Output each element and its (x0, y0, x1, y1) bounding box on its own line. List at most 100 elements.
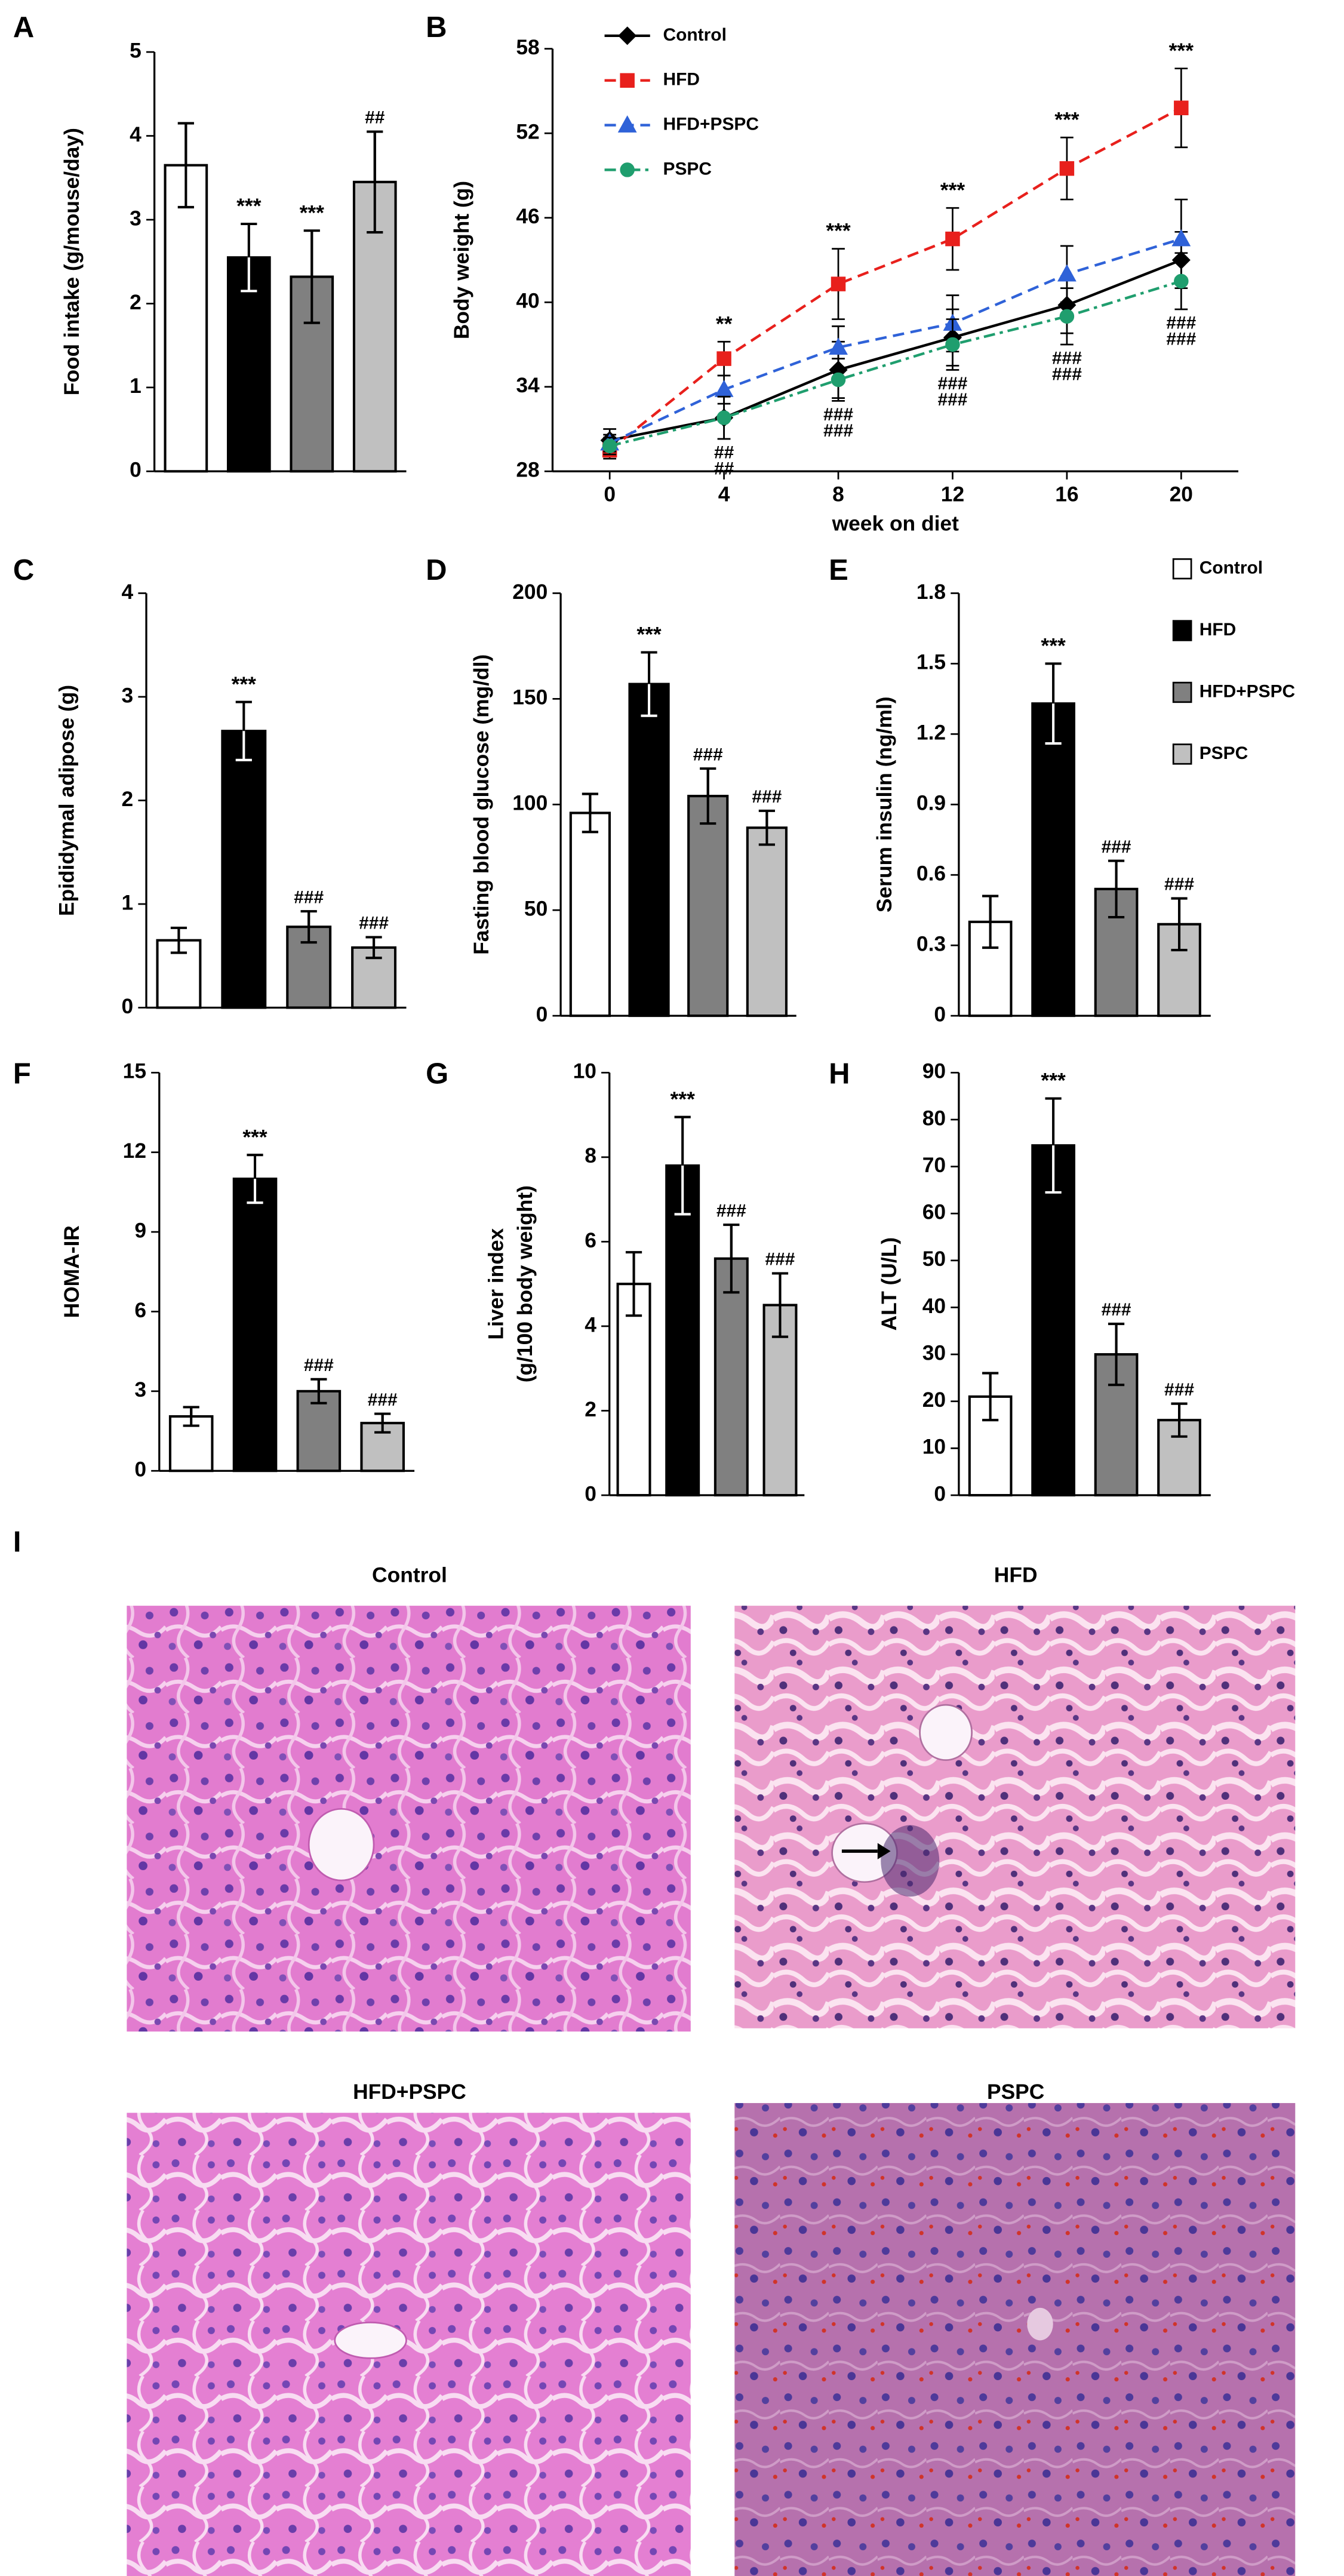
error-bar (1045, 1097, 1062, 1194)
y-tick-label: 4 (130, 123, 142, 146)
y-tick-label: 2 (585, 1398, 596, 1421)
legend-label: Control (663, 25, 727, 45)
legend-label: PSPC (663, 159, 712, 179)
x-tick-label: 20 (1170, 482, 1193, 506)
significance: ### (752, 787, 782, 807)
y-tick-label: 20 (922, 1388, 946, 1412)
y-tick-label: 10 (573, 1060, 596, 1083)
x-tick-label: 8 (832, 482, 844, 506)
panel-label: I (13, 1526, 21, 1558)
bar (221, 730, 267, 1009)
marker (829, 337, 848, 355)
marker (1057, 264, 1077, 282)
significance: ### (716, 1201, 746, 1221)
y-tick-label: 1 (130, 374, 142, 398)
significance: ### (359, 914, 389, 933)
y-tick-label: 3 (134, 1378, 146, 1401)
micrograph (127, 1606, 691, 2032)
y-tick-label: 0 (934, 1482, 946, 1505)
y-axis-label: ALT (U/L) (878, 1237, 901, 1331)
y-tick-label: 12 (123, 1139, 146, 1163)
significance: ### (1052, 348, 1082, 368)
significance: *** (826, 220, 851, 243)
significance: ### (693, 745, 723, 764)
x-tick-label: 4 (718, 482, 730, 506)
vein (919, 1704, 973, 1762)
significance: *** (1041, 635, 1066, 658)
y-tick-label: 90 (922, 1060, 946, 1083)
legend-label: HFD (1200, 620, 1236, 640)
significance: ### (368, 1390, 398, 1410)
panel-label: H (829, 1058, 850, 1090)
chart: D Fasting blood glucose (mg/dl) 0 50 100 150 2… (426, 554, 796, 1026)
significance: ### (294, 887, 324, 907)
chart: G Liver index (g/100 body weight) 0 2 4 6 8 10 **… (426, 1058, 805, 1505)
bar (164, 164, 208, 473)
y-tick-label: 50 (922, 1247, 946, 1271)
marker (716, 410, 731, 425)
chart: C Epididymal adipose (g) 0 1 2 3 4 *** ### ### (13, 554, 407, 1018)
bar (628, 683, 670, 1018)
y-tick-label: 0 (536, 1003, 548, 1026)
significance: *** (236, 195, 262, 218)
micrograph (734, 1606, 1296, 2028)
y-tick-label: 8 (585, 1144, 596, 1167)
significance: *** (940, 179, 965, 202)
marker (620, 73, 635, 88)
y-tick-label: 28 (516, 459, 539, 482)
error-bar (170, 926, 187, 954)
significance: ### (1102, 1300, 1131, 1320)
bar (665, 1164, 700, 1497)
y-axis-label: Food intake (g/mouse/day) (60, 128, 84, 395)
y-tick-label: 2 (122, 788, 134, 811)
vein (1027, 2307, 1053, 2341)
marker (1174, 273, 1189, 289)
y-tick-label: 100 (512, 792, 548, 815)
error-bar (758, 809, 775, 846)
y-tick-label: 9 (134, 1219, 146, 1242)
marker (831, 276, 846, 291)
y-tick-label: 0 (934, 1003, 946, 1026)
vein (307, 1807, 375, 1882)
legend-swatch (1172, 558, 1192, 580)
y-tick-label: 5 (130, 39, 142, 62)
significance: ### (1166, 313, 1196, 333)
y-tick-label: 0.6 (916, 862, 946, 886)
group-legend: Control HFD HFD+PSPC PSPC (1172, 558, 1295, 765)
y-tick-label: 2 (130, 291, 142, 314)
chart: H ALT (U/L) 0 10 20 30 40 50 60 70 80 90 *** ### ### (829, 1058, 1211, 1505)
error-bar (582, 792, 598, 834)
y-tick-label: 58 (516, 36, 539, 59)
y-tick-label: 4 (122, 580, 134, 604)
error-bar (771, 1272, 789, 1338)
y-tick-label: 0.9 (916, 792, 946, 815)
y-tick-label: 1.8 (916, 580, 946, 604)
y-tick-label: 40 (516, 290, 539, 313)
error-bar (241, 222, 257, 293)
panel-label: E (829, 554, 848, 586)
y-tick-label: 1 (122, 891, 134, 914)
bar (616, 1283, 651, 1497)
y-tick-label: 10 (922, 1435, 946, 1459)
image-title: HFD (994, 1563, 1038, 1587)
panel-label: C (13, 554, 34, 586)
panel-label: D (426, 554, 447, 586)
marker (1059, 161, 1075, 176)
error-bar (1171, 897, 1188, 952)
y-axis-label: Body weight (g) (450, 181, 473, 339)
y-tick-label: 34 (516, 374, 540, 397)
y-tick-label: 80 (922, 1106, 946, 1130)
legend-swatch (1172, 620, 1192, 641)
x-tick-label: 0 (604, 482, 616, 506)
marker (618, 26, 637, 45)
arrow-head (877, 1843, 891, 1859)
marker (716, 351, 731, 366)
error-bar (177, 122, 194, 208)
y-tick-label: 6 (134, 1299, 146, 1322)
panel-label: F (13, 1058, 31, 1090)
bar (569, 811, 611, 1018)
series-line (608, 106, 1182, 451)
x-tick-label: 16 (1055, 482, 1078, 506)
panel-label: G (426, 1058, 448, 1090)
